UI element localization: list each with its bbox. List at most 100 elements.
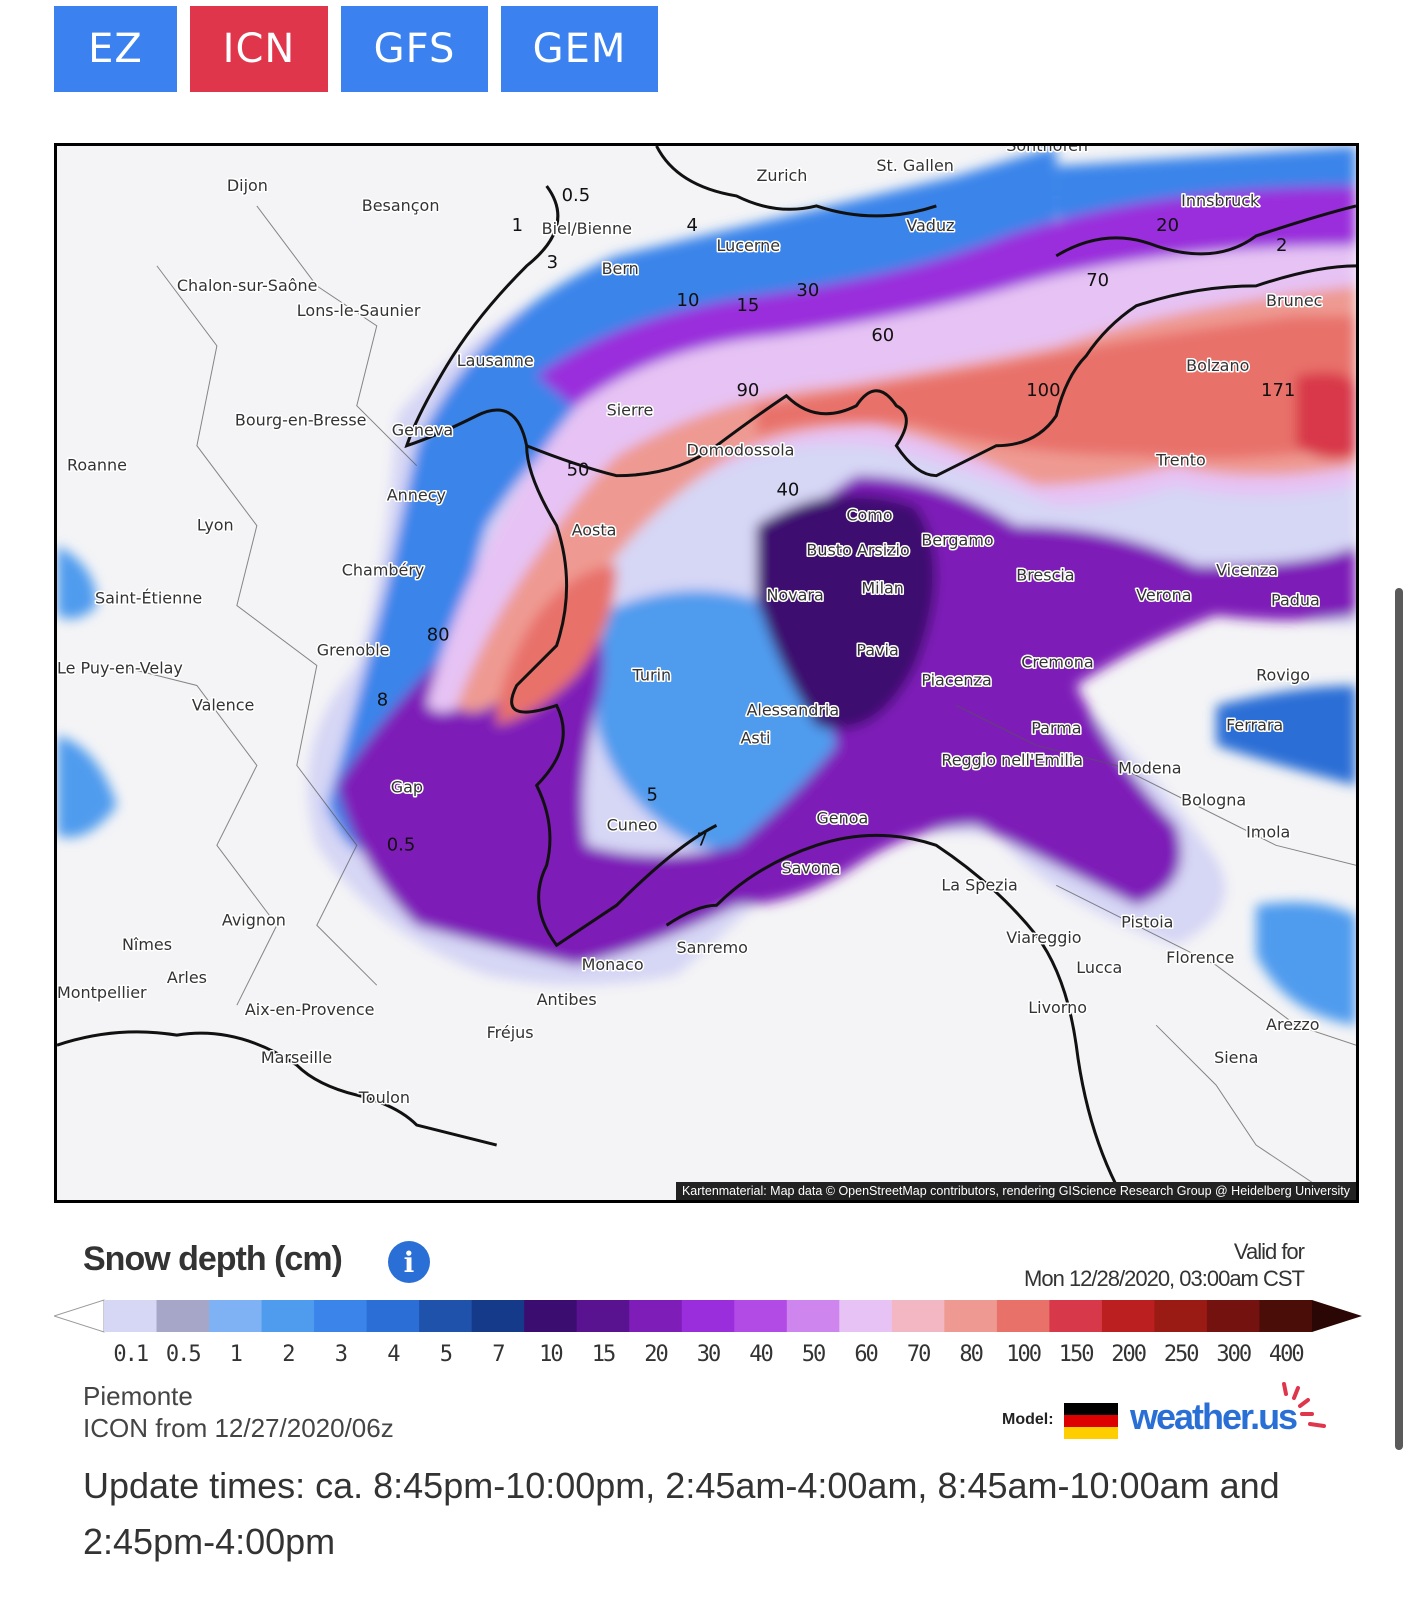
scale-cell — [1259, 1300, 1313, 1332]
city-label: Padua — [1271, 591, 1320, 610]
scale-tick-label: 0.5 — [165, 1342, 202, 1367]
scale-cell — [996, 1300, 1050, 1332]
city-label: Busto Arsizio — [806, 541, 909, 560]
germany-flag-icon — [1064, 1403, 1118, 1439]
city-label: Annecy — [387, 486, 446, 505]
contour-value-label: 171 — [1261, 380, 1295, 401]
contour-value-label: 80 — [427, 625, 450, 646]
model-run: ICON from 12/27/2020/06z — [83, 1413, 394, 1443]
city-label: Biel/Bienne — [542, 219, 632, 238]
scale-cell — [209, 1300, 263, 1332]
city-label: Domodossola — [687, 441, 795, 460]
city-label: Le Puy-en-Velay — [57, 659, 183, 678]
city-label: Cuneo — [607, 815, 658, 834]
valid-for: Valid for Mon 12/28/2020, 03:00am CST — [1024, 1238, 1305, 1292]
region-name: Piemonte — [83, 1381, 193, 1411]
city-label: Marseille — [261, 1048, 332, 1067]
tab-icn[interactable]: ICN — [190, 6, 328, 92]
city-label: Nîmes — [122, 935, 172, 954]
city-label: Novara — [766, 586, 823, 605]
city-label: Brescia — [1016, 566, 1074, 585]
city-label: Zurich — [756, 166, 807, 185]
region-info: Piemonte ICON from 12/27/2020/06z — [83, 1380, 394, 1444]
scale-tick-label: 60 — [854, 1342, 878, 1367]
city-label: La Spezia — [941, 875, 1017, 894]
city-label: Brunec — [1266, 291, 1322, 310]
scale-tick-label: 70 — [906, 1342, 931, 1367]
scale-cell — [891, 1300, 945, 1332]
city-label: Vaduz — [906, 216, 954, 235]
city-label: Rovigo — [1256, 665, 1310, 684]
scale-tick-label: 1 — [229, 1342, 243, 1367]
update-times: Update times: ca. 8:45pm-10:00pm, 2:45am… — [83, 1465, 1280, 1562]
tab-gem[interactable]: GEM — [501, 6, 658, 92]
scale-cell — [576, 1300, 630, 1332]
city-label: Turin — [632, 665, 672, 684]
contour-value-label: 2 — [1276, 235, 1287, 256]
city-label: Ferrara — [1226, 715, 1283, 734]
city-label: Bern — [602, 259, 639, 278]
contour-value-label: 0.5 — [562, 185, 591, 206]
contour-value-label: 5 — [647, 784, 658, 805]
scale-cell — [629, 1300, 683, 1332]
snow-depth-map[interactable]: Dijon Besançon Biel/Bienne Zurich St. Gallen… — [54, 143, 1359, 1203]
scale-arrow-low — [54, 1299, 105, 1333]
city-label: Modena — [1118, 758, 1181, 777]
city-label: Bolzano — [1186, 356, 1249, 375]
contour-value-label: 10 — [677, 290, 700, 311]
contour-value-label: 70 — [1086, 270, 1109, 291]
city-label: Toulon — [358, 1088, 410, 1107]
info-icon[interactable]: i — [388, 1241, 430, 1283]
city-label: Livorno — [1028, 998, 1087, 1017]
city-label: Saint-Étienne — [95, 589, 202, 608]
scale-tick-label: 0.1 — [113, 1342, 149, 1367]
tab-ez[interactable]: EZ — [54, 6, 177, 92]
city-label: Como — [846, 506, 892, 525]
city-label: Chalon-sur-Saône — [177, 276, 318, 295]
scale-tick-label: 50 — [801, 1342, 826, 1367]
city-label: Roanne — [67, 456, 127, 475]
contour-value-label: 15 — [736, 295, 759, 316]
city-label: Asti — [740, 728, 770, 747]
city-label: Fréjus — [487, 1023, 534, 1042]
scale-cell — [1206, 1300, 1260, 1332]
contour-value-label: 8 — [377, 689, 388, 710]
scale-cell — [104, 1300, 158, 1332]
contour-value-label: 7 — [697, 829, 708, 850]
city-label: Reggio nell'Emilia — [941, 750, 1083, 769]
valid-for-label: Valid for — [1233, 1239, 1305, 1264]
city-label: Montpellier — [57, 983, 147, 1002]
contour-value-label: 4 — [687, 215, 698, 236]
scale-cell — [1101, 1300, 1155, 1332]
city-label: Savona — [781, 858, 840, 877]
city-label: Verona — [1136, 586, 1191, 605]
city-label: Bologna — [1181, 790, 1246, 809]
contour-value-label: 40 — [776, 480, 799, 501]
city-label: Grenoble — [317, 641, 390, 660]
city-label: Viareggio — [1006, 928, 1081, 947]
scale-cell — [734, 1300, 788, 1332]
city-label: Innsbruck — [1181, 191, 1260, 210]
weather-us-logo[interactable]: weather.us — [1130, 1396, 1298, 1437]
city-label: Dijon — [227, 176, 268, 195]
city-label: Aix-en-Provence — [245, 1000, 375, 1019]
city-label: Parma — [1031, 718, 1081, 737]
city-label: Lons-le-Saunier — [297, 301, 421, 320]
scale-arrow-high — [1312, 1300, 1362, 1332]
page-scrollbar[interactable] — [1395, 588, 1403, 1450]
scale-cell — [471, 1300, 525, 1332]
scale-cell — [419, 1300, 473, 1332]
scale-cell — [314, 1300, 368, 1332]
scale-cell — [944, 1300, 998, 1332]
contour-labels: 0.5 1 4 30 60 70 100 40 20 50 90 80 10 15 3 2 5 8 171 0.5 7 — [377, 185, 1296, 855]
tab-gfs[interactable]: GFS — [341, 6, 488, 92]
model-label: Model: — [1002, 1411, 1054, 1428]
contour-value-label: 90 — [736, 380, 759, 401]
city-label: Alessandria — [746, 700, 839, 719]
contour-value-label: 30 — [796, 280, 819, 301]
city-label: Sonthofen — [1006, 146, 1088, 155]
city-label: Siena — [1214, 1048, 1258, 1067]
city-label: Pistoia — [1121, 912, 1173, 931]
city-label: Arezzo — [1266, 1015, 1320, 1034]
scale-cell — [156, 1300, 210, 1332]
